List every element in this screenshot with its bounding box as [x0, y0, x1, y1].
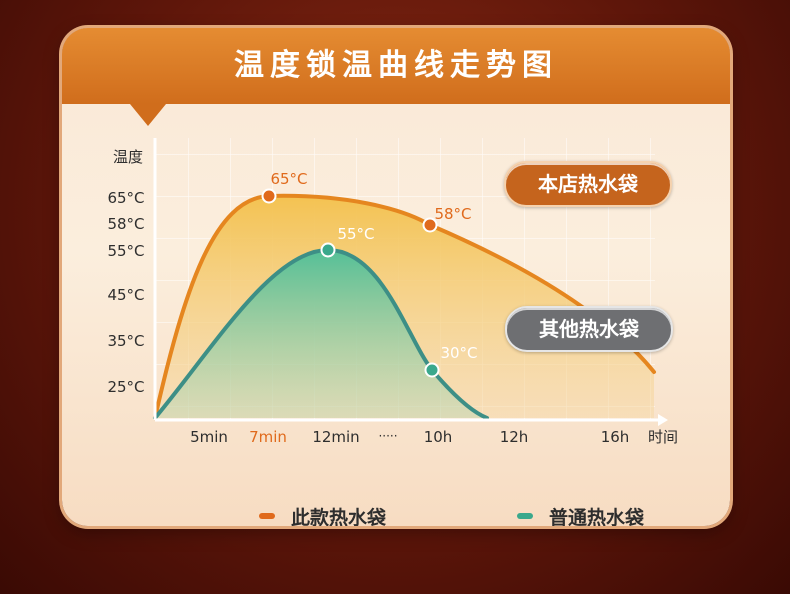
- title-banner: 温度锁温曲线走势图: [62, 28, 730, 104]
- data-label: 58°C: [434, 205, 471, 223]
- data-label: 30°C: [440, 344, 477, 362]
- legend-label: 普通热水袋: [549, 506, 645, 527]
- marker-ours-58: 58°C: [422, 205, 472, 233]
- line-area-chart: 温度 时间 65°C 58°C 55°C 45°C 35°C 25°C 65°C…: [107, 138, 678, 446]
- y-ticks: 65°C 58°C 55°C 45°C 35°C 25°C: [107, 189, 144, 396]
- x-tick: 10h: [424, 428, 453, 446]
- series-other-line: [153, 247, 489, 420]
- legend-item-other: 普通热水袋: [517, 502, 644, 526]
- marker-other-55: 55°C: [320, 225, 375, 258]
- data-label: 65°C: [270, 170, 307, 188]
- x-tick: 5min: [190, 428, 228, 446]
- y-tick: 58°C: [107, 215, 144, 233]
- y-tick: 55°C: [107, 242, 144, 260]
- marker-ours-65: 65°C: [261, 170, 308, 204]
- legend-label: 此款热水袋: [291, 506, 387, 527]
- x-tick: 16h: [601, 428, 630, 446]
- y-tick: 25°C: [107, 378, 144, 396]
- chart-card: 温度锁温曲线走势图 温度 时间 65°C 58°C 55°C 45°C 35°C: [62, 28, 730, 526]
- data-point: [320, 242, 336, 258]
- data-point: [422, 217, 438, 233]
- series-ours-line: [153, 193, 656, 420]
- x-tick: 12h: [500, 428, 529, 446]
- marker-other-30: 30°C: [424, 344, 478, 378]
- data-label: 55°C: [337, 225, 374, 243]
- title-banner-notch: [130, 104, 166, 126]
- data-point: [261, 188, 277, 204]
- axes: [153, 138, 658, 422]
- x-axis-label: 时间: [648, 428, 678, 446]
- y-tick: 65°C: [107, 189, 144, 207]
- chart-title: 温度锁温曲线走势图: [234, 48, 558, 83]
- y-tick: 35°C: [107, 332, 144, 350]
- x-axis-arrow: [658, 414, 668, 426]
- legend-swatch-orange: [259, 513, 275, 519]
- x-ticks: 5min 7min 12min ····· 10h 12h 16h: [190, 428, 629, 446]
- x-tick: 12min: [312, 428, 359, 446]
- badge-other-product: 其他热水袋: [505, 306, 673, 352]
- y-axis-label: 温度: [113, 148, 143, 166]
- badge-our-product: 本店热水袋: [504, 161, 672, 207]
- x-tick-ellipsis: ·····: [378, 429, 397, 443]
- x-tick-highlighted: 7min: [249, 428, 287, 446]
- data-point: [424, 362, 440, 378]
- legend-swatch-green: [517, 513, 533, 519]
- y-tick: 45°C: [107, 286, 144, 304]
- series-other-area: [155, 250, 487, 418]
- legend-item-ours: 此款热水袋: [259, 502, 386, 526]
